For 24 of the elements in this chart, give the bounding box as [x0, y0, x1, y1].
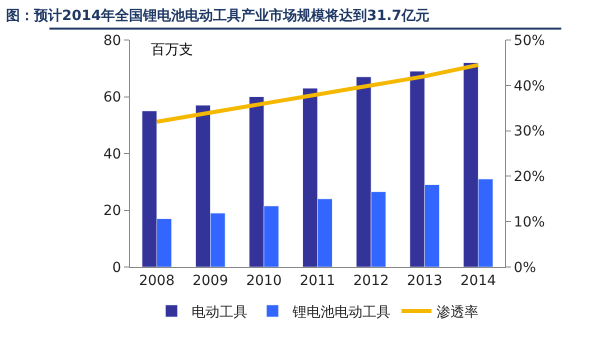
legend-label: 锂电池电动工具 [292, 304, 390, 320]
x-tick-label: 2010 [246, 272, 282, 289]
y2-tick-label: 40% [514, 78, 545, 94]
y2-tick-label: 50% [514, 32, 545, 49]
legend-label: 电动工具 [192, 304, 248, 320]
x-tick-label: 2011 [300, 272, 336, 289]
y2-tick-label: 10% [514, 214, 545, 230]
legend-label: 渗透率 [436, 304, 478, 320]
y-tick-label: 0 [112, 260, 122, 276]
x-tick-label: 2012 [353, 272, 389, 289]
y-tick-label: 20 [103, 203, 122, 220]
y-tick-label: 40 [103, 146, 122, 162]
annotation: 百万支 [151, 42, 193, 58]
x-tick-label: 2014 [460, 272, 496, 289]
y-tick-label: 80 [103, 32, 122, 49]
x-tick-label: 2009 [192, 272, 228, 289]
x-tick-label: 2013 [406, 272, 442, 289]
y2-tick-label: 0% [514, 260, 536, 276]
chart-title: 图：预计2014年全国锂电池电动工具产业市场规模将达到31.7亿元 [6, 6, 430, 24]
y-tick-label: 60 [103, 90, 122, 106]
y2-tick-label: 30% [514, 124, 545, 140]
line-series [154, 62, 480, 124]
x-tick-label: 2008 [138, 272, 175, 289]
y2-tick-label: 20% [514, 169, 545, 186]
